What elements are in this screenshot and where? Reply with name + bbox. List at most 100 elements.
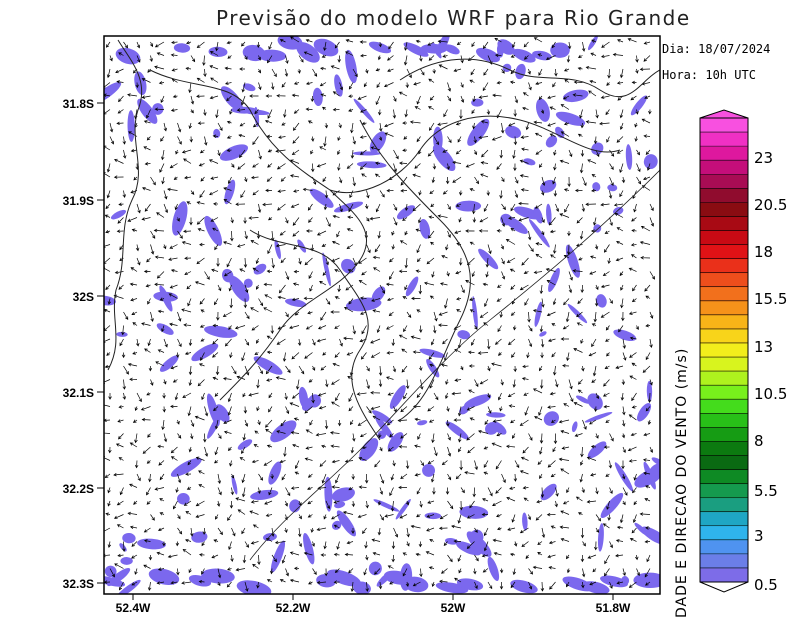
wind-arrow	[289, 578, 300, 583]
colorbar-band	[700, 525, 748, 541]
wind-arrow	[619, 68, 624, 79]
wind-arrow	[365, 203, 369, 210]
wind-arrow	[593, 311, 597, 323]
wind-arrow	[604, 244, 610, 253]
colorbar-band	[700, 469, 748, 485]
wind-arrow	[520, 456, 529, 461]
wind-arrow	[445, 176, 450, 185]
wind-arrow	[523, 41, 529, 48]
wind-arrow	[404, 230, 408, 236]
wind-arrow	[474, 325, 478, 330]
wind-arrow	[644, 498, 651, 502]
wind-arrow	[585, 120, 597, 124]
wind-arrow	[494, 37, 502, 43]
wind-arrow	[157, 309, 165, 314]
wind-arrow	[514, 190, 519, 199]
wind-arrow	[194, 281, 205, 286]
wind-arrow	[143, 527, 151, 533]
wind-arrow	[242, 392, 246, 398]
wind-arrow	[510, 581, 516, 589]
wind-arrow	[227, 176, 232, 185]
wind-arrow	[290, 159, 300, 164]
wind-arrow	[541, 230, 545, 236]
wind-arrow	[256, 41, 261, 49]
wind-arrow	[619, 109, 624, 119]
wind-arrow	[555, 487, 559, 497]
wind-arrow	[402, 552, 408, 556]
wind-arrow	[580, 446, 584, 458]
wind-arrow	[415, 552, 421, 557]
wind-arrow	[568, 392, 574, 403]
wind-arrow	[229, 500, 234, 509]
wind-arrow	[338, 122, 342, 129]
wind-arrow	[412, 173, 421, 178]
wind-arrow	[438, 311, 448, 316]
wind-arrow	[524, 298, 529, 306]
wind-arrow	[586, 456, 597, 461]
wind-speed-patch	[540, 179, 557, 193]
wind-arrow	[616, 581, 624, 585]
wind-arrow	[201, 541, 205, 547]
wind-arrow	[379, 487, 384, 495]
wind-arrow	[197, 121, 205, 125]
wind-arrow	[365, 554, 369, 561]
colorbar-band	[700, 258, 748, 274]
wind-arrow	[270, 325, 275, 335]
colorbar-band	[700, 216, 748, 231]
wind-arrow	[479, 217, 489, 223]
wind-arrow	[500, 244, 505, 250]
wind-arrow	[224, 338, 232, 347]
wind-arrow	[230, 217, 234, 224]
wind-arrow	[398, 334, 408, 340]
wind-arrow	[494, 338, 502, 345]
wind-arrow	[148, 473, 152, 483]
wind-arrow	[388, 41, 394, 50]
wind-arrow	[416, 392, 421, 398]
wind-arrow	[237, 509, 246, 515]
wind-speed-patch	[231, 475, 238, 495]
wind-speed-patch	[444, 44, 460, 55]
colorbar-axis-label: DADE E DIRECAO DO VENTO (m/s)	[674, 348, 690, 618]
colorbar-band	[700, 146, 748, 161]
wind-arrow	[252, 524, 259, 529]
wind-arrow	[416, 309, 421, 313]
wind-arrow	[235, 202, 246, 207]
wind-arrow	[147, 68, 151, 73]
wind-arrow	[310, 527, 314, 533]
wind-speed-patch	[268, 461, 282, 485]
wind-arrow	[147, 433, 151, 438]
wind-arrow	[324, 122, 329, 129]
wind-arrow	[174, 203, 178, 211]
wind-arrow	[229, 298, 233, 309]
wind-arrow	[238, 133, 246, 138]
wind-arrow	[337, 163, 341, 171]
wind-speed-patch	[597, 523, 604, 552]
wind-arrow	[248, 216, 259, 220]
wind-arrow	[631, 228, 637, 233]
wind-arrow	[378, 41, 383, 48]
wind-arrow	[319, 281, 327, 286]
wind-arrow	[325, 217, 331, 227]
wind-arrow	[472, 95, 476, 103]
wind-speed-patch	[487, 556, 500, 582]
wind-arrow	[499, 406, 503, 412]
wind-arrow	[606, 352, 610, 357]
colorbar-band	[700, 174, 748, 189]
wind-arrow	[510, 227, 516, 232]
wind-arrow	[426, 527, 435, 532]
wind-arrow	[537, 541, 543, 546]
wind-arrow	[576, 217, 583, 224]
wind-speed-patch	[104, 81, 122, 105]
wind-arrow	[492, 500, 502, 506]
wind-arrow	[209, 65, 219, 70]
wind-arrow	[196, 41, 205, 49]
wind-arrow	[481, 149, 489, 158]
wind-arrow	[510, 419, 516, 424]
wind-arrow	[528, 433, 533, 441]
wind-arrow	[136, 55, 141, 63]
wind-arrow	[486, 109, 491, 115]
wind-arrow	[612, 52, 624, 57]
wind-arrow	[453, 68, 462, 73]
wind-speed-patch	[432, 144, 456, 172]
wind-arrow	[150, 230, 156, 239]
